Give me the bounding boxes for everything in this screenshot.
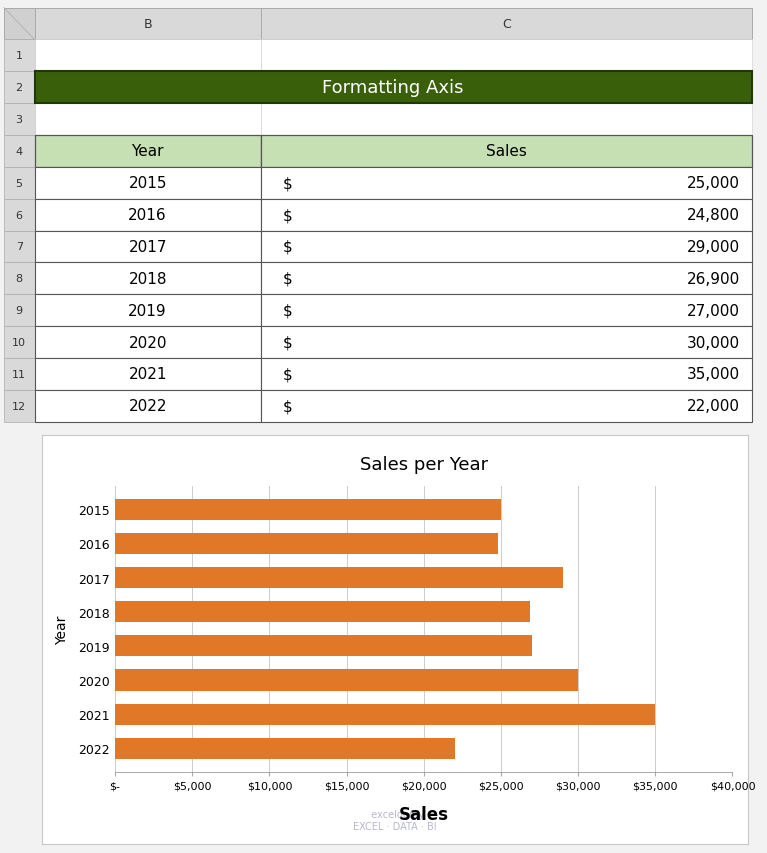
Bar [35,231,261,263]
Text: Year: Year [131,144,164,160]
Bar [261,263,752,295]
Bar [4,295,35,327]
Bar [35,327,261,358]
Text: 2017: 2017 [128,240,167,255]
Text: $: $ [282,304,292,318]
Text: 24,800: 24,800 [687,208,740,223]
Text: $: $ [282,240,292,255]
Text: 30,000: 30,000 [687,335,740,351]
Text: 25,000: 25,000 [687,176,740,191]
Text: 7: 7 [15,242,23,252]
Title: Sales per Year: Sales per Year [360,456,488,473]
Bar [261,358,752,391]
Bar [35,263,261,295]
Bar [115,635,532,657]
Bar [35,9,261,40]
Text: 26,900: 26,900 [687,271,740,287]
Bar [35,104,261,136]
Text: 10: 10 [12,338,26,348]
Bar [35,73,752,104]
Text: B: B [143,18,152,31]
Text: 2022: 2022 [128,399,167,414]
Bar [4,40,35,73]
Text: Sales: Sales [486,144,527,160]
Bar [115,533,498,554]
Bar [4,231,35,263]
Bar [261,200,752,231]
Bar [4,73,35,104]
Text: 2015: 2015 [128,176,167,191]
Y-axis label: Year: Year [55,614,69,644]
Bar [261,40,752,73]
Bar [35,295,261,327]
Bar [261,391,752,422]
Text: $: $ [282,271,292,287]
Bar [35,200,261,231]
Text: $: $ [282,208,292,223]
X-axis label: Sales: Sales [399,805,449,823]
Text: 2018: 2018 [128,271,167,287]
Text: 2016: 2016 [128,208,167,223]
Text: $: $ [282,399,292,414]
Bar [4,168,35,200]
Text: 5: 5 [15,178,23,189]
Text: 2019: 2019 [128,304,167,318]
Text: 2: 2 [15,83,23,93]
Text: 9: 9 [15,306,23,316]
Bar [4,200,35,231]
Bar [4,104,35,136]
Bar [261,295,752,327]
Bar [261,168,752,200]
Bar [115,704,655,725]
Text: C: C [502,18,511,31]
Text: Formatting Axis: Formatting Axis [322,79,464,97]
Bar [115,601,530,623]
Text: 2021: 2021 [128,367,167,382]
Bar [4,263,35,295]
Bar [35,391,261,422]
Text: 8: 8 [15,274,23,284]
Bar [115,670,578,691]
Bar [4,9,35,40]
Text: 6: 6 [15,211,23,220]
Text: 35,000: 35,000 [687,367,740,382]
Text: 2020: 2020 [128,335,167,351]
Bar [261,136,752,168]
Text: 3: 3 [15,115,23,125]
Text: 12: 12 [12,401,26,411]
Bar [4,136,35,168]
Bar [35,40,261,73]
Text: 29,000: 29,000 [687,240,740,255]
Bar [115,499,501,520]
Text: 1: 1 [15,51,23,61]
Bar [261,327,752,358]
Bar [261,104,752,136]
Bar [261,231,752,263]
Text: 11: 11 [12,369,26,380]
Bar [115,567,563,589]
Text: exceldemy
EXCEL · DATA · BI: exceldemy EXCEL · DATA · BI [353,809,437,831]
Bar [4,358,35,391]
Text: $: $ [282,335,292,351]
Bar [115,738,455,759]
Text: $: $ [282,367,292,382]
Text: $: $ [282,176,292,191]
Text: 22,000: 22,000 [687,399,740,414]
Bar [4,391,35,422]
Bar [35,168,261,200]
Bar [261,9,752,40]
Text: 27,000: 27,000 [687,304,740,318]
Bar [4,327,35,358]
Bar [35,136,261,168]
Text: 4: 4 [15,147,23,157]
Bar [35,358,261,391]
